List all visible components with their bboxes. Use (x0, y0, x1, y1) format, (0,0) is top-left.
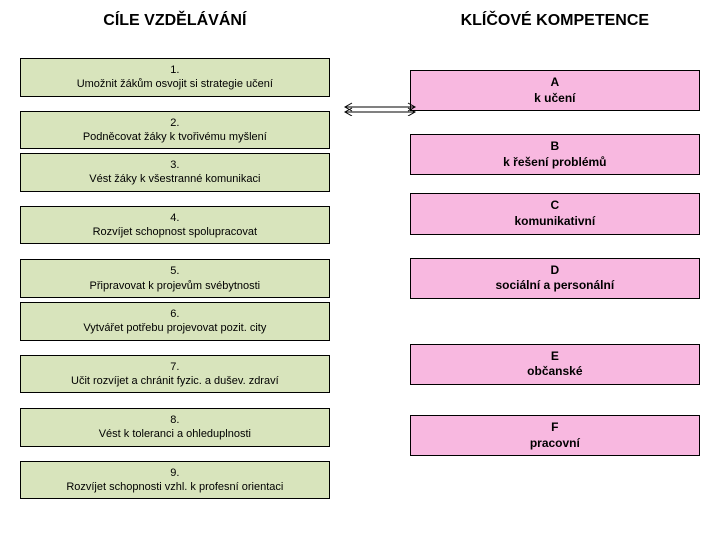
double-arrow-icon (340, 102, 420, 116)
goal-box: 8.Vést k toleranci a ohleduplnosti (20, 408, 330, 447)
goal-box: 6.Vytvářet potřebu projevovat pozit. cit… (20, 302, 330, 341)
goal-label: Učit rozvíjet a chránit fyzic. a dušev. … (71, 374, 279, 388)
goal-label: Rozvíjet schopnost spolupracovat (93, 225, 257, 239)
goal-num: 7. (170, 360, 179, 374)
goal-label: Vytvářet potřebu projevovat pozit. city (83, 321, 266, 335)
left-boxes: 1.Umožnit žákům osvojit si strategie uče… (20, 58, 330, 499)
goal-box: 9.Rozvíjet schopnosti vzhl. k profesní o… (20, 461, 330, 500)
competence-num: A (551, 75, 560, 91)
goal-num: 1. (170, 63, 179, 77)
competence-num: E (551, 349, 559, 365)
goal-num: 8. (170, 413, 179, 427)
competence-box: Fpracovní (410, 415, 700, 456)
competence-label: sociální a personální (495, 278, 614, 294)
competence-label: komunikativní (514, 214, 595, 230)
goal-label: Umožnit žákům osvojit si strategie učení (77, 77, 273, 91)
diagram-container: CÍLE VZDĚLÁVÁNÍ 1.Umožnit žákům osvojit … (0, 0, 720, 540)
goal-num: 6. (170, 307, 179, 321)
goal-box: 1.Umožnit žákům osvojit si strategie uče… (20, 58, 330, 97)
goal-box: 5.Připravovat k projevům svébytnosti (20, 259, 330, 298)
goal-num: 3. (170, 158, 179, 172)
right-column: KLÍČOVÉ KOMPETENCE Ak učení Bk řešení pro… (410, 12, 700, 528)
competence-label: občanské (527, 364, 582, 380)
right-heading: KLÍČOVÉ KOMPETENCE (410, 12, 700, 30)
competence-label: k učení (534, 91, 575, 107)
left-column: CÍLE VZDĚLÁVÁNÍ 1.Umožnit žákům osvojit … (20, 12, 330, 528)
goal-box: 2.Podněcovat žáky k tvořivému myšlení (20, 111, 330, 150)
goal-num: 2. (170, 116, 179, 130)
goal-label: Vést žáky k všestranné komunikaci (89, 172, 260, 186)
competence-num: C (551, 198, 560, 214)
goal-box: 7.Učit rozvíjet a chránit fyzic. a dušev… (20, 355, 330, 394)
competence-num: B (551, 139, 560, 155)
left-heading: CÍLE VZDĚLÁVÁNÍ (20, 12, 330, 30)
goal-label: Rozvíjet schopnosti vzhl. k profesní ori… (66, 480, 283, 494)
goal-num: 9. (170, 466, 179, 480)
competence-label: k řešení problémů (503, 155, 606, 171)
goal-box: 3.Vést žáky k všestranné komunikaci (20, 153, 330, 192)
competence-box: Dsociální a personální (410, 258, 700, 299)
competence-num: F (551, 420, 558, 436)
competence-label: pracovní (530, 436, 580, 452)
competence-num: D (551, 263, 560, 279)
competence-box: Bk řešení problémů (410, 134, 700, 175)
goal-label: Vést k toleranci a ohleduplnosti (99, 427, 251, 441)
goal-num: 5. (170, 264, 179, 278)
goal-num: 4. (170, 211, 179, 225)
goal-label: Podněcovat žáky k tvořivému myšlení (83, 130, 267, 144)
competence-box: Ckomunikativní (410, 193, 700, 234)
right-boxes: Ak učení Bk řešení problémů Ckomunikativní… (410, 70, 700, 456)
goal-box: 4.Rozvíjet schopnost spolupracovat (20, 206, 330, 245)
competence-box: Eobčanské (410, 344, 700, 385)
goal-label: Připravovat k projevům svébytnosti (90, 279, 261, 293)
competence-box: Ak učení (410, 70, 700, 111)
